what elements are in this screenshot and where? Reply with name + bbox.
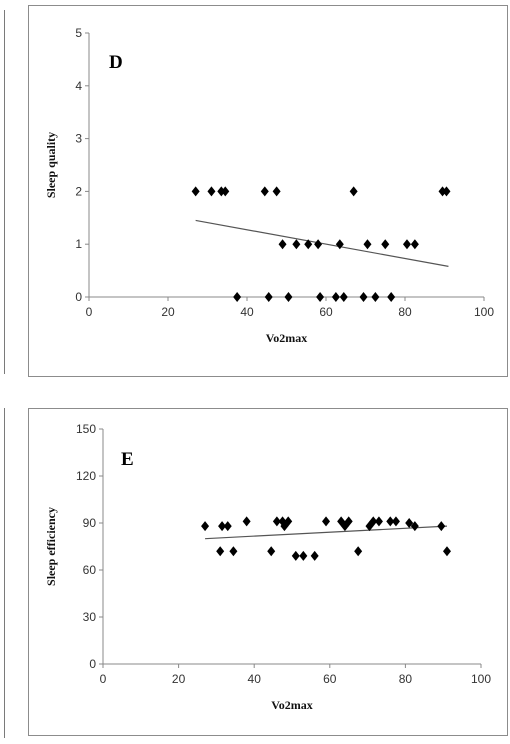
x-tick-label: 100 <box>474 305 494 319</box>
x-tick-label: 80 <box>399 672 413 686</box>
data-point <box>292 239 301 250</box>
x-axis-title: Vo2max <box>271 698 313 712</box>
data-point <box>331 292 340 302</box>
x-tick-label: 20 <box>172 672 186 686</box>
x-tick-label: 40 <box>248 672 262 686</box>
chart-panel-d: 0 1 2 3 4 5 0 20 40 60 80 100 Vo2max Sleep quality D <box>28 5 508 377</box>
y-tick-label: 3 <box>75 132 82 146</box>
data-point <box>284 292 293 302</box>
data-point <box>284 516 293 527</box>
data-point <box>218 521 227 532</box>
data-point <box>310 550 319 561</box>
x-tick-label: 20 <box>161 305 175 319</box>
y-tick-label: 2 <box>75 184 82 198</box>
data-point <box>381 239 390 250</box>
left-frame-edge-bottom <box>4 408 5 738</box>
data-point <box>340 521 349 532</box>
data-point <box>201 521 210 532</box>
data-point <box>410 239 419 250</box>
panel-letter: D <box>109 52 123 73</box>
data-point <box>354 546 363 557</box>
data-point <box>291 550 300 561</box>
data-point <box>359 292 368 302</box>
y-tick-label: 60 <box>83 563 97 577</box>
y-tick-label: 30 <box>83 610 97 624</box>
data-point <box>207 186 216 197</box>
data-point <box>442 186 451 197</box>
data-point <box>272 186 281 197</box>
x-tick-label: 0 <box>100 672 107 686</box>
y-tick-label: 150 <box>76 422 96 436</box>
panel-letter: E <box>121 449 134 470</box>
x-tick-label: 60 <box>319 305 333 319</box>
data-point <box>260 186 269 197</box>
data-point <box>363 239 372 250</box>
data-point <box>304 239 313 250</box>
data-point <box>191 186 200 197</box>
data-point <box>349 186 358 197</box>
x-axis-title: Vo2max <box>266 331 308 345</box>
data-point <box>386 516 395 527</box>
y-tick-label: 1 <box>75 237 82 251</box>
y-tick-label: 0 <box>75 290 82 304</box>
scatter-chart-sleep-efficiency: 0 30 60 90 120 150 0 20 40 60 80 100 Vo2max Sleep eff… <box>44 422 491 712</box>
y-tick-label: 120 <box>76 469 96 483</box>
y-axis-title: Sleep efficiency <box>44 507 58 586</box>
trendline <box>205 525 448 540</box>
data-point <box>221 186 230 197</box>
data-point <box>223 521 232 532</box>
data-point <box>229 546 238 557</box>
data-point <box>233 292 242 302</box>
data-point <box>335 239 344 250</box>
data-point <box>242 516 251 527</box>
data-point <box>216 546 225 557</box>
x-tick-label: 80 <box>398 305 412 319</box>
y-tick-label: 0 <box>89 657 96 671</box>
scatter-chart-sleep-quality: 0 1 2 3 4 5 0 20 40 60 80 100 Vo2max Sleep quality D <box>44 26 494 345</box>
data-point <box>369 516 378 527</box>
x-tick-label: 60 <box>323 672 337 686</box>
data-point <box>337 516 346 527</box>
data-point <box>322 516 331 527</box>
data-point <box>344 516 353 527</box>
y-tick-label: 5 <box>75 26 82 40</box>
y-tick-label: 90 <box>83 516 97 530</box>
x-tick-label: 100 <box>471 672 491 686</box>
data-point <box>402 239 411 250</box>
data-point <box>314 239 323 250</box>
data-point <box>405 518 414 528</box>
data-point <box>387 292 396 302</box>
data-point <box>278 516 287 527</box>
data-point <box>442 546 451 557</box>
data-point <box>410 521 419 532</box>
data-point <box>437 521 446 532</box>
data-point <box>280 521 289 532</box>
data-point <box>316 292 325 302</box>
x-tick-label: 0 <box>86 305 93 319</box>
data-point <box>264 292 273 302</box>
data-point <box>374 516 383 527</box>
data-point <box>391 516 400 527</box>
y-tick-label: 4 <box>75 79 82 93</box>
data-point <box>299 550 308 561</box>
data-point <box>272 516 281 527</box>
trendline <box>195 219 449 267</box>
data-point <box>267 546 276 557</box>
chart-panel-e: 0 30 60 90 120 150 0 20 40 60 80 100 Vo2max Sleep eff… <box>28 408 508 736</box>
data-point <box>365 521 374 532</box>
data-point <box>339 292 348 302</box>
y-axis-title: Sleep quality <box>44 132 58 198</box>
x-tick-label: 40 <box>240 305 254 319</box>
left-frame-edge-top <box>4 10 5 374</box>
data-point <box>278 239 287 250</box>
data-point <box>371 292 380 302</box>
